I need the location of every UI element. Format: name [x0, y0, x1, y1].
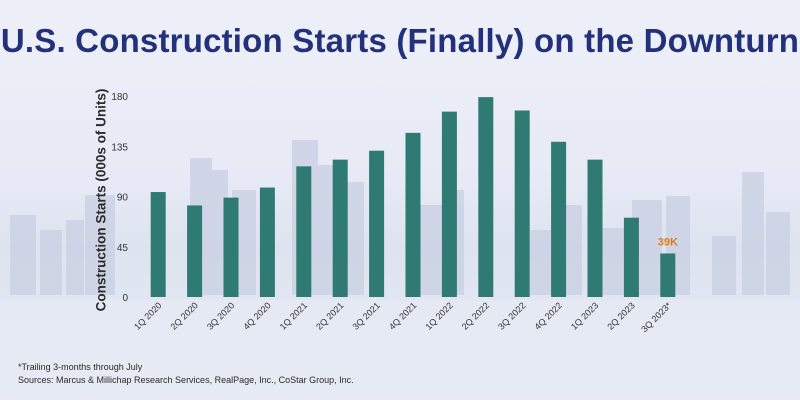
y-tick-label: 180 [111, 92, 128, 103]
y-tick-label: 135 [111, 142, 128, 153]
footnote-block: *Trailing 3-months through July Sources:… [18, 361, 354, 387]
x-tick-label: 1Q 2020 [132, 300, 163, 331]
footnote-text: *Trailing 3-months through July [18, 362, 143, 372]
bar [478, 97, 494, 297]
x-tick-label: 1Q 2021 [278, 300, 309, 331]
bar [369, 150, 385, 297]
bar [187, 205, 203, 297]
bar [223, 197, 239, 297]
data-label: 39K [658, 236, 678, 248]
x-tick-label: 3Q 2022 [496, 300, 527, 331]
bar [405, 132, 421, 297]
x-tick-label: 2Q 2023 [605, 300, 636, 331]
chart-title: U.S. Construction Starts (Finally) on th… [0, 22, 800, 59]
bar [514, 110, 530, 298]
x-tick-label: 3Q 2021 [351, 300, 382, 331]
bar [296, 166, 312, 297]
bar [441, 111, 457, 297]
bar [660, 253, 676, 297]
x-tick-label: 2Q 2021 [314, 300, 345, 331]
bar [551, 141, 567, 297]
y-tick-label: 45 [117, 243, 129, 254]
x-tick-label: 2Q 2020 [169, 300, 200, 331]
y-tick-label: 0 [122, 293, 128, 304]
x-tick-label: 4Q 2022 [533, 300, 564, 331]
x-tick-label: 4Q 2021 [387, 300, 418, 331]
x-tick-label: 1Q 2023 [569, 300, 600, 331]
x-tick-label: 2Q 2022 [460, 300, 491, 331]
bar [259, 187, 275, 297]
bar [587, 159, 603, 297]
x-tick-label: 4Q 2020 [241, 300, 272, 331]
bar [623, 217, 639, 297]
sources-text: Sources: Marcus & Millichap Research Ser… [18, 375, 354, 385]
y-tick-label: 90 [117, 193, 129, 204]
x-tick-label: 1Q 2022 [423, 300, 454, 331]
bar [150, 192, 166, 297]
x-tick-label: 3Q 2023* [639, 300, 673, 334]
x-tick-label: 3Q 2020 [205, 300, 236, 331]
bar [332, 159, 348, 297]
